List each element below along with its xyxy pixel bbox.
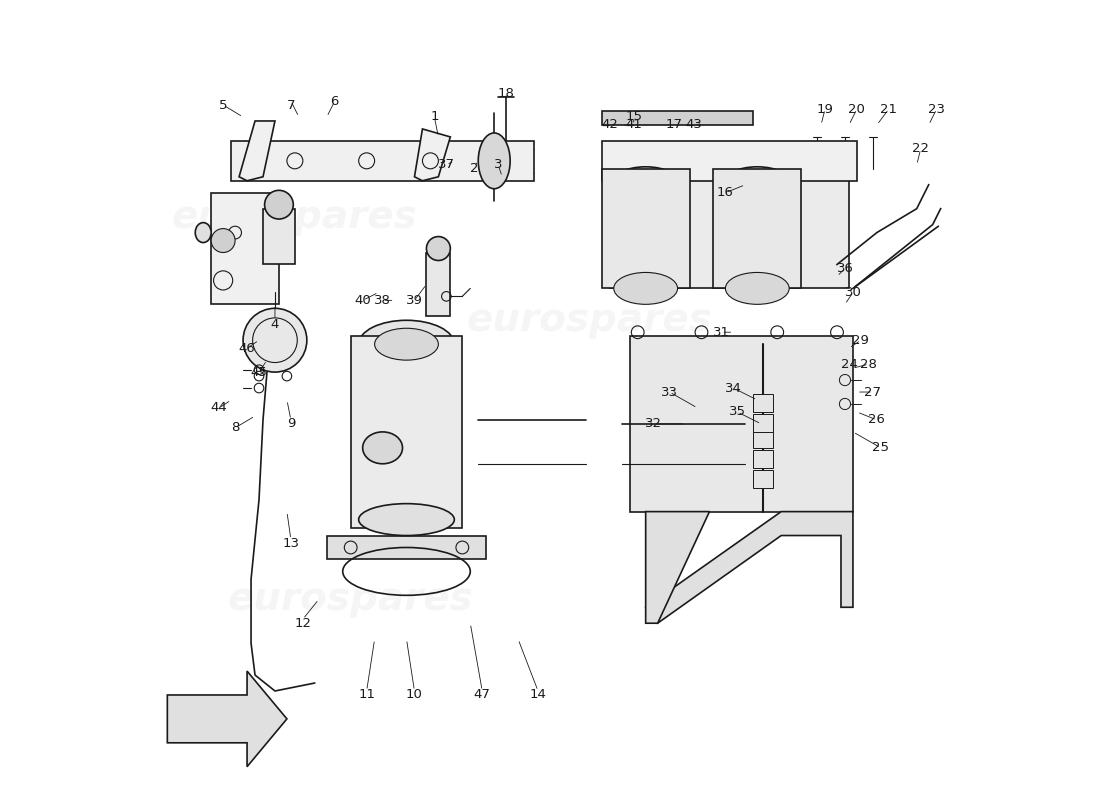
- Text: 19: 19: [816, 102, 834, 115]
- Text: 9: 9: [287, 418, 295, 430]
- Bar: [263, 209, 295, 265]
- Text: 41: 41: [625, 118, 642, 131]
- Circle shape: [211, 229, 235, 253]
- Text: 12: 12: [295, 617, 311, 630]
- Text: 34: 34: [725, 382, 741, 394]
- Text: 8: 8: [231, 422, 240, 434]
- Text: 13: 13: [283, 537, 299, 550]
- Text: 1: 1: [430, 110, 439, 123]
- Ellipse shape: [359, 504, 454, 535]
- Text: 40: 40: [354, 294, 371, 307]
- Ellipse shape: [734, 173, 781, 197]
- Text: 29: 29: [852, 334, 869, 346]
- Bar: [754, 450, 773, 468]
- Text: 21: 21: [880, 102, 898, 115]
- Text: 17: 17: [666, 118, 682, 131]
- Text: 18: 18: [497, 86, 515, 99]
- Text: 3: 3: [494, 158, 503, 171]
- Bar: [602, 110, 754, 125]
- Text: 43: 43: [685, 118, 702, 131]
- Text: 14: 14: [529, 689, 547, 702]
- Polygon shape: [609, 169, 849, 288]
- Text: 16: 16: [717, 186, 734, 199]
- Text: 44: 44: [211, 402, 228, 414]
- Text: 36: 36: [836, 262, 854, 275]
- Polygon shape: [327, 535, 486, 559]
- Text: 30: 30: [845, 286, 861, 299]
- Text: 7: 7: [287, 98, 295, 111]
- Text: 25: 25: [872, 442, 889, 454]
- Ellipse shape: [195, 222, 211, 242]
- Bar: [754, 394, 773, 412]
- Polygon shape: [167, 671, 287, 766]
- Text: 27: 27: [865, 386, 881, 398]
- Text: 46: 46: [239, 342, 255, 354]
- Text: 20: 20: [848, 102, 866, 115]
- Polygon shape: [239, 121, 275, 181]
- Text: 2: 2: [470, 162, 478, 175]
- Bar: [754, 470, 773, 488]
- Ellipse shape: [478, 133, 510, 189]
- Ellipse shape: [363, 432, 403, 464]
- Text: 5: 5: [219, 98, 228, 111]
- Bar: [714, 169, 801, 288]
- Text: 32: 32: [645, 418, 662, 430]
- Ellipse shape: [614, 273, 678, 304]
- Bar: [602, 141, 857, 181]
- Bar: [754, 414, 773, 432]
- Text: 22: 22: [912, 142, 930, 155]
- Text: eurospares: eurospares: [468, 302, 713, 339]
- Text: 42: 42: [602, 118, 618, 131]
- Polygon shape: [646, 512, 852, 623]
- Polygon shape: [629, 336, 852, 512]
- Bar: [602, 169, 690, 288]
- Text: 28: 28: [860, 358, 878, 370]
- Ellipse shape: [621, 173, 670, 197]
- Text: 45: 45: [251, 366, 267, 378]
- Ellipse shape: [375, 328, 439, 360]
- Text: eurospares: eurospares: [228, 580, 474, 618]
- Text: 4: 4: [271, 318, 279, 330]
- Text: 26: 26: [868, 414, 886, 426]
- Text: 35: 35: [729, 406, 746, 418]
- Polygon shape: [646, 512, 710, 623]
- Circle shape: [243, 308, 307, 372]
- Text: 37: 37: [438, 158, 455, 171]
- Ellipse shape: [359, 320, 454, 368]
- Bar: [427, 253, 450, 316]
- Circle shape: [427, 237, 450, 261]
- Bar: [231, 141, 535, 181]
- Polygon shape: [415, 129, 450, 181]
- Text: 47: 47: [474, 689, 491, 702]
- Text: eurospares: eurospares: [172, 198, 418, 236]
- Text: 33: 33: [661, 386, 678, 398]
- Polygon shape: [211, 193, 279, 304]
- Text: 24: 24: [840, 358, 857, 370]
- Bar: [351, 336, 462, 527]
- Text: 38: 38: [374, 294, 390, 307]
- Text: 10: 10: [406, 689, 422, 702]
- Ellipse shape: [722, 167, 793, 202]
- Ellipse shape: [725, 273, 789, 304]
- Text: 31: 31: [713, 326, 730, 338]
- Ellipse shape: [609, 167, 682, 202]
- Text: 15: 15: [625, 110, 642, 123]
- Text: 6: 6: [331, 94, 339, 107]
- Text: 23: 23: [928, 102, 945, 115]
- Text: 11: 11: [359, 689, 375, 702]
- Circle shape: [265, 190, 294, 219]
- Text: 39: 39: [406, 294, 422, 307]
- Bar: [754, 430, 773, 448]
